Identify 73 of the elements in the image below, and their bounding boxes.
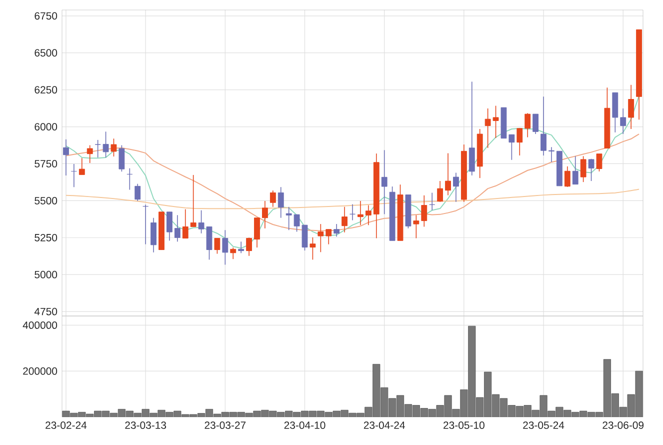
candlestick	[134, 183, 141, 202]
candlestick	[102, 131, 109, 158]
candlestick	[358, 200, 364, 226]
candlestick	[620, 108, 626, 134]
candlestick	[70, 164, 77, 188]
candlestick	[365, 204, 372, 226]
candlestick	[524, 112, 531, 138]
candlestick	[278, 186, 284, 218]
candlestick	[94, 140, 101, 158]
x-tick-label: 23-03-27	[204, 422, 246, 429]
candlestick	[596, 153, 602, 172]
candlestick	[381, 150, 388, 215]
y-tick-label: 4750	[34, 308, 58, 316]
y-tick-label: 400000	[22, 321, 58, 329]
candlestick	[63, 138, 69, 176]
candlestick	[532, 114, 539, 134]
y-tick-label: 6250	[34, 86, 58, 94]
candlestick	[318, 224, 324, 253]
candlestick	[413, 214, 420, 239]
candlestick	[174, 214, 180, 242]
candlestick	[214, 238, 220, 254]
candlestick	[78, 158, 85, 176]
candlestick	[564, 166, 570, 188]
y-tick-label: 5250	[34, 234, 58, 242]
candlestick	[421, 194, 428, 228]
candlestick	[222, 230, 228, 266]
candlestick	[453, 172, 459, 202]
candlestick	[110, 138, 117, 157]
y-tick-label: 6000	[34, 123, 58, 130]
x-tick-label: 23-03-13	[125, 422, 166, 429]
candlestick	[166, 212, 172, 241]
candlestick	[334, 224, 340, 237]
y-tick-label: 6750	[34, 12, 58, 20]
candlestick	[238, 241, 244, 254]
candlestick	[572, 156, 578, 185]
x-tick-label: 23-04-10	[284, 422, 326, 429]
y-tick-label: 6500	[34, 49, 58, 57]
candlestick	[190, 174, 196, 228]
y-tick-label: 5000	[34, 270, 58, 278]
candlestick	[588, 158, 594, 182]
x-tick-label: 23-05-24	[523, 422, 564, 429]
y-tick-label: 5750	[34, 160, 58, 168]
candlestick	[310, 236, 316, 260]
candlestick	[445, 152, 451, 196]
candlestick	[262, 200, 268, 229]
candlestick	[150, 217, 156, 253]
candlestick	[270, 190, 276, 208]
candlestick	[350, 204, 356, 221]
candlestick	[516, 128, 523, 156]
candlestick	[126, 168, 133, 190]
candlestick	[429, 192, 436, 211]
x-tick-label: 23-06-09	[602, 422, 644, 429]
x-tick-label: 23-05-10	[444, 422, 484, 429]
y-tick-label: 5500	[34, 196, 58, 204]
candlestick	[628, 84, 634, 130]
candlestick	[286, 206, 292, 230]
candlestick	[118, 144, 125, 172]
candlestick	[86, 144, 93, 164]
candlestick	[142, 204, 149, 245]
candlestick	[540, 96, 546, 156]
candlestick	[580, 156, 586, 182]
x-tick-label: 23-02-24	[46, 422, 87, 429]
candlestick	[230, 247, 236, 260]
candlestick	[246, 237, 252, 256]
candlestick	[182, 208, 188, 239]
candlestick	[548, 146, 554, 162]
candlestick	[468, 81, 475, 176]
candlestick	[326, 228, 332, 245]
candlestick	[254, 217, 260, 248]
candlestick	[437, 180, 444, 202]
y-tick-label: 200000	[23, 367, 58, 375]
x-tick-label: 23-04-24	[364, 422, 405, 429]
candlestick	[342, 206, 348, 233]
